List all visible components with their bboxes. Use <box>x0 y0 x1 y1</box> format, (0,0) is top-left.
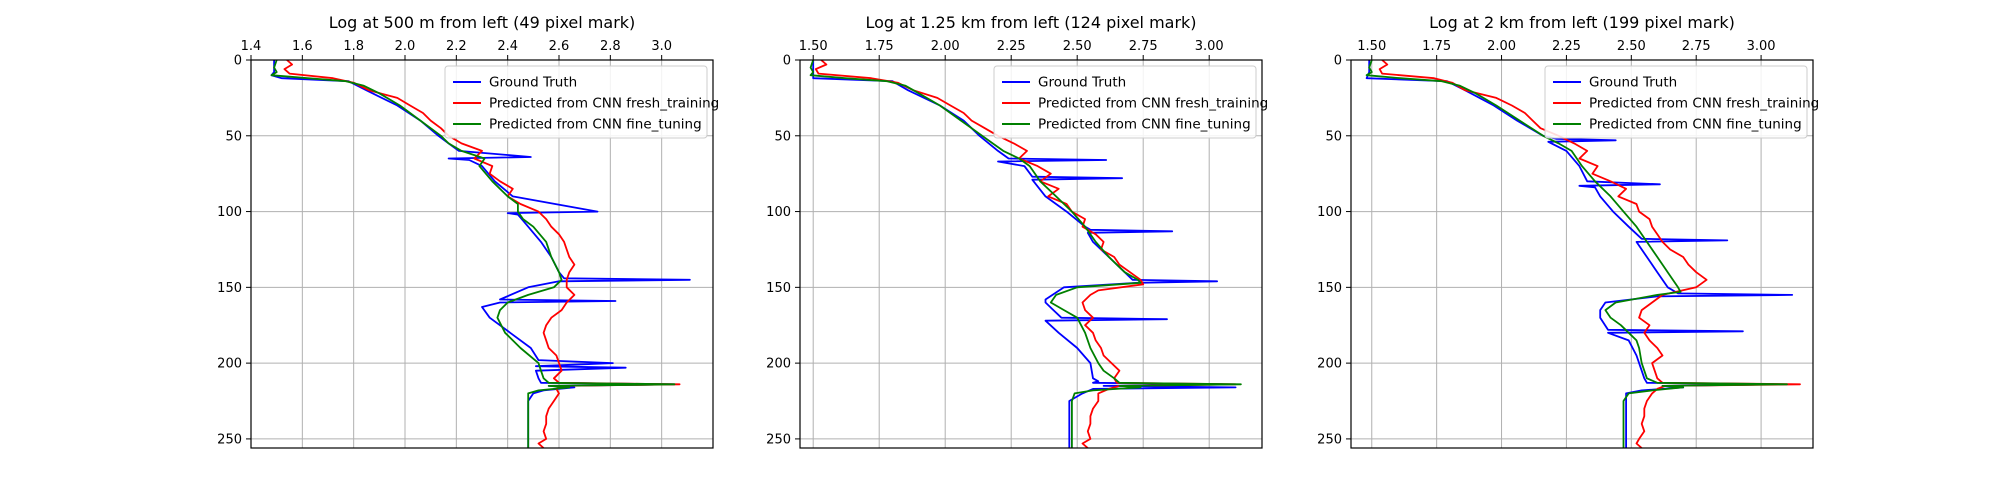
chart-panel-3: Log at 2 km from left (199 pixel mark) 1.… <box>1317 13 1819 449</box>
x-tick-label: 1.50 <box>799 39 828 54</box>
x-tick-label: 2.2 <box>446 39 467 54</box>
legend: Ground Truth Predicted from CNN fresh_tra… <box>444 65 719 139</box>
x-tick-label: 3.00 <box>1747 39 1776 54</box>
x-tick-label: 2.00 <box>931 39 960 54</box>
legend-label: Ground Truth <box>1038 75 1126 91</box>
x-tick-label: 2.00 <box>1487 39 1516 54</box>
y-tick-label: 150 <box>217 281 242 296</box>
y-tick-label: 200 <box>217 357 242 372</box>
chart-panel-1: Log at 500 m from left (49 pixel mark) 1.… <box>217 13 719 449</box>
x-tick-label: 1.4 <box>241 39 262 54</box>
legend-label: Predicted from CNN fine_tuning <box>1589 117 1802 133</box>
y-tick-label: 150 <box>1317 281 1342 296</box>
x-tick-label: 3.00 <box>1195 39 1224 54</box>
x-tick-label: 1.75 <box>865 39 894 54</box>
y-tick-label: 200 <box>1317 357 1342 372</box>
series-group <box>270 60 691 448</box>
series-line-predicted-from-cnn-fine-tuning <box>1365 60 1788 448</box>
x-tick-label: 1.8 <box>343 39 364 54</box>
chart-title: Log at 1.25 km from left (124 pixel mark… <box>865 13 1196 32</box>
legend-box <box>993 65 1257 139</box>
plot-frame <box>799 59 1263 449</box>
y-tick-label: 150 <box>766 281 791 296</box>
legend-label: Ground Truth <box>489 75 577 91</box>
series-line-predicted-from-cnn-fine-tuning <box>270 60 676 448</box>
x-tick-label: 3.0 <box>651 39 672 54</box>
x-tick-label: 1.6 <box>292 39 313 54</box>
y-tick-label: 50 <box>225 129 242 144</box>
y-tick-label: 0 <box>234 54 242 69</box>
chart-title: Log at 500 m from left (49 pixel mark) <box>329 13 636 32</box>
x-tick-label: 2.50 <box>1063 39 1092 54</box>
chart-panels: Log at 500 m from left (49 pixel mark) 1.… <box>217 13 1819 449</box>
series-group <box>1365 60 1801 448</box>
series-line-predicted-from-cnn-fresh-training <box>1378 60 1801 448</box>
x-tick-label: 2.8 <box>600 39 621 54</box>
y-tick-label: 100 <box>766 205 791 220</box>
legend: Ground Truth Predicted from CNN fresh_tra… <box>1544 65 1819 139</box>
legend-box <box>444 65 708 139</box>
y-tick-label: 250 <box>766 432 791 447</box>
y-tick-label: 100 <box>217 205 242 220</box>
x-tick-label: 1.75 <box>1422 39 1451 54</box>
y-tick-label: 250 <box>1317 432 1342 447</box>
legend-label: Ground Truth <box>1589 75 1677 91</box>
legend-label: Predicted from CNN fresh_training <box>1589 96 1819 112</box>
legend-label: Predicted from CNN fine_tuning <box>489 117 702 133</box>
series-line-predicted-from-cnn-fine-tuning <box>809 60 1242 448</box>
chart-title: Log at 2 km from left (199 pixel mark) <box>1429 13 1735 32</box>
series-line-predicted-from-cnn-fresh-training <box>814 60 1237 448</box>
legend-label: Predicted from CNN fresh_training <box>489 96 719 112</box>
y-tick-label: 50 <box>1325 129 1342 144</box>
x-tick-label: 2.25 <box>1552 39 1581 54</box>
y-tick-label: 0 <box>1334 54 1342 69</box>
x-tick-label: 2.0 <box>395 39 416 54</box>
plot-frame <box>1350 59 1814 449</box>
x-tick-label: 2.75 <box>1129 39 1158 54</box>
legend-label: Predicted from CNN fine_tuning <box>1038 117 1251 133</box>
y-tick-label: 100 <box>1317 205 1342 220</box>
x-tick-label: 2.4 <box>497 39 518 54</box>
legend: Ground Truth Predicted from CNN fresh_tra… <box>993 65 1268 139</box>
x-tick-label: 2.6 <box>549 39 570 54</box>
series-group <box>809 60 1242 448</box>
legend-box <box>1544 65 1808 139</box>
plot-frame <box>250 59 714 449</box>
y-tick-label: 250 <box>217 432 242 447</box>
x-tick-label: 1.50 <box>1357 39 1386 54</box>
y-tick-label: 0 <box>783 54 791 69</box>
y-tick-label: 50 <box>774 129 791 144</box>
legend-label: Predicted from CNN fresh_training <box>1038 96 1268 112</box>
chart-panel-2: Log at 1.25 km from left (124 pixel mark… <box>766 13 1268 449</box>
y-tick-label: 200 <box>766 357 791 372</box>
x-tick-label: 2.25 <box>997 39 1026 54</box>
x-tick-label: 2.75 <box>1682 39 1711 54</box>
x-tick-label: 2.50 <box>1617 39 1646 54</box>
